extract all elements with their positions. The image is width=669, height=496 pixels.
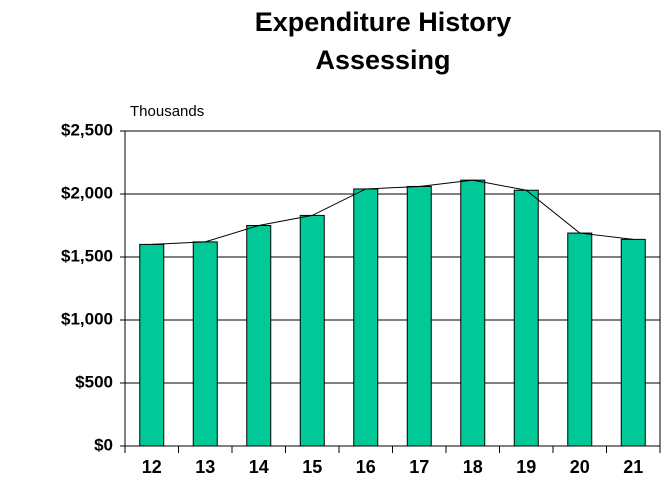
x-tick-label: 15 [302,457,322,477]
x-tick-label: 17 [409,457,429,477]
trend-line [151,179,634,245]
y-tick-label: $1,000 [61,309,113,328]
bar [513,189,539,447]
y-tick-label: $2,500 [61,120,113,139]
x-tick-label: 21 [623,457,643,477]
x-tick-label: 18 [463,457,483,477]
y-tick-label: $0 [94,435,113,454]
y-axis-label: Thousands [130,103,204,120]
bar [139,243,165,447]
y-tick-label: $1,500 [61,246,113,265]
bar [353,188,379,447]
x-tick-label: 12 [142,457,162,477]
bar [246,225,272,447]
x-tick-label: 13 [195,457,215,477]
bar [192,241,218,447]
y-tick-label: $500 [75,372,113,391]
x-tick-label: 14 [249,457,269,477]
bar [620,238,646,447]
y-tick-label: $2,000 [61,183,113,202]
x-tick-label: 20 [570,457,590,477]
x-tick-label: 19 [516,457,536,477]
chart-title: Assessing [315,45,450,75]
bar [299,214,325,447]
bar [460,179,486,447]
chart-title: Expenditure History [255,7,512,37]
bar [567,232,593,447]
x-tick-label: 16 [356,457,376,477]
bar [406,185,432,447]
